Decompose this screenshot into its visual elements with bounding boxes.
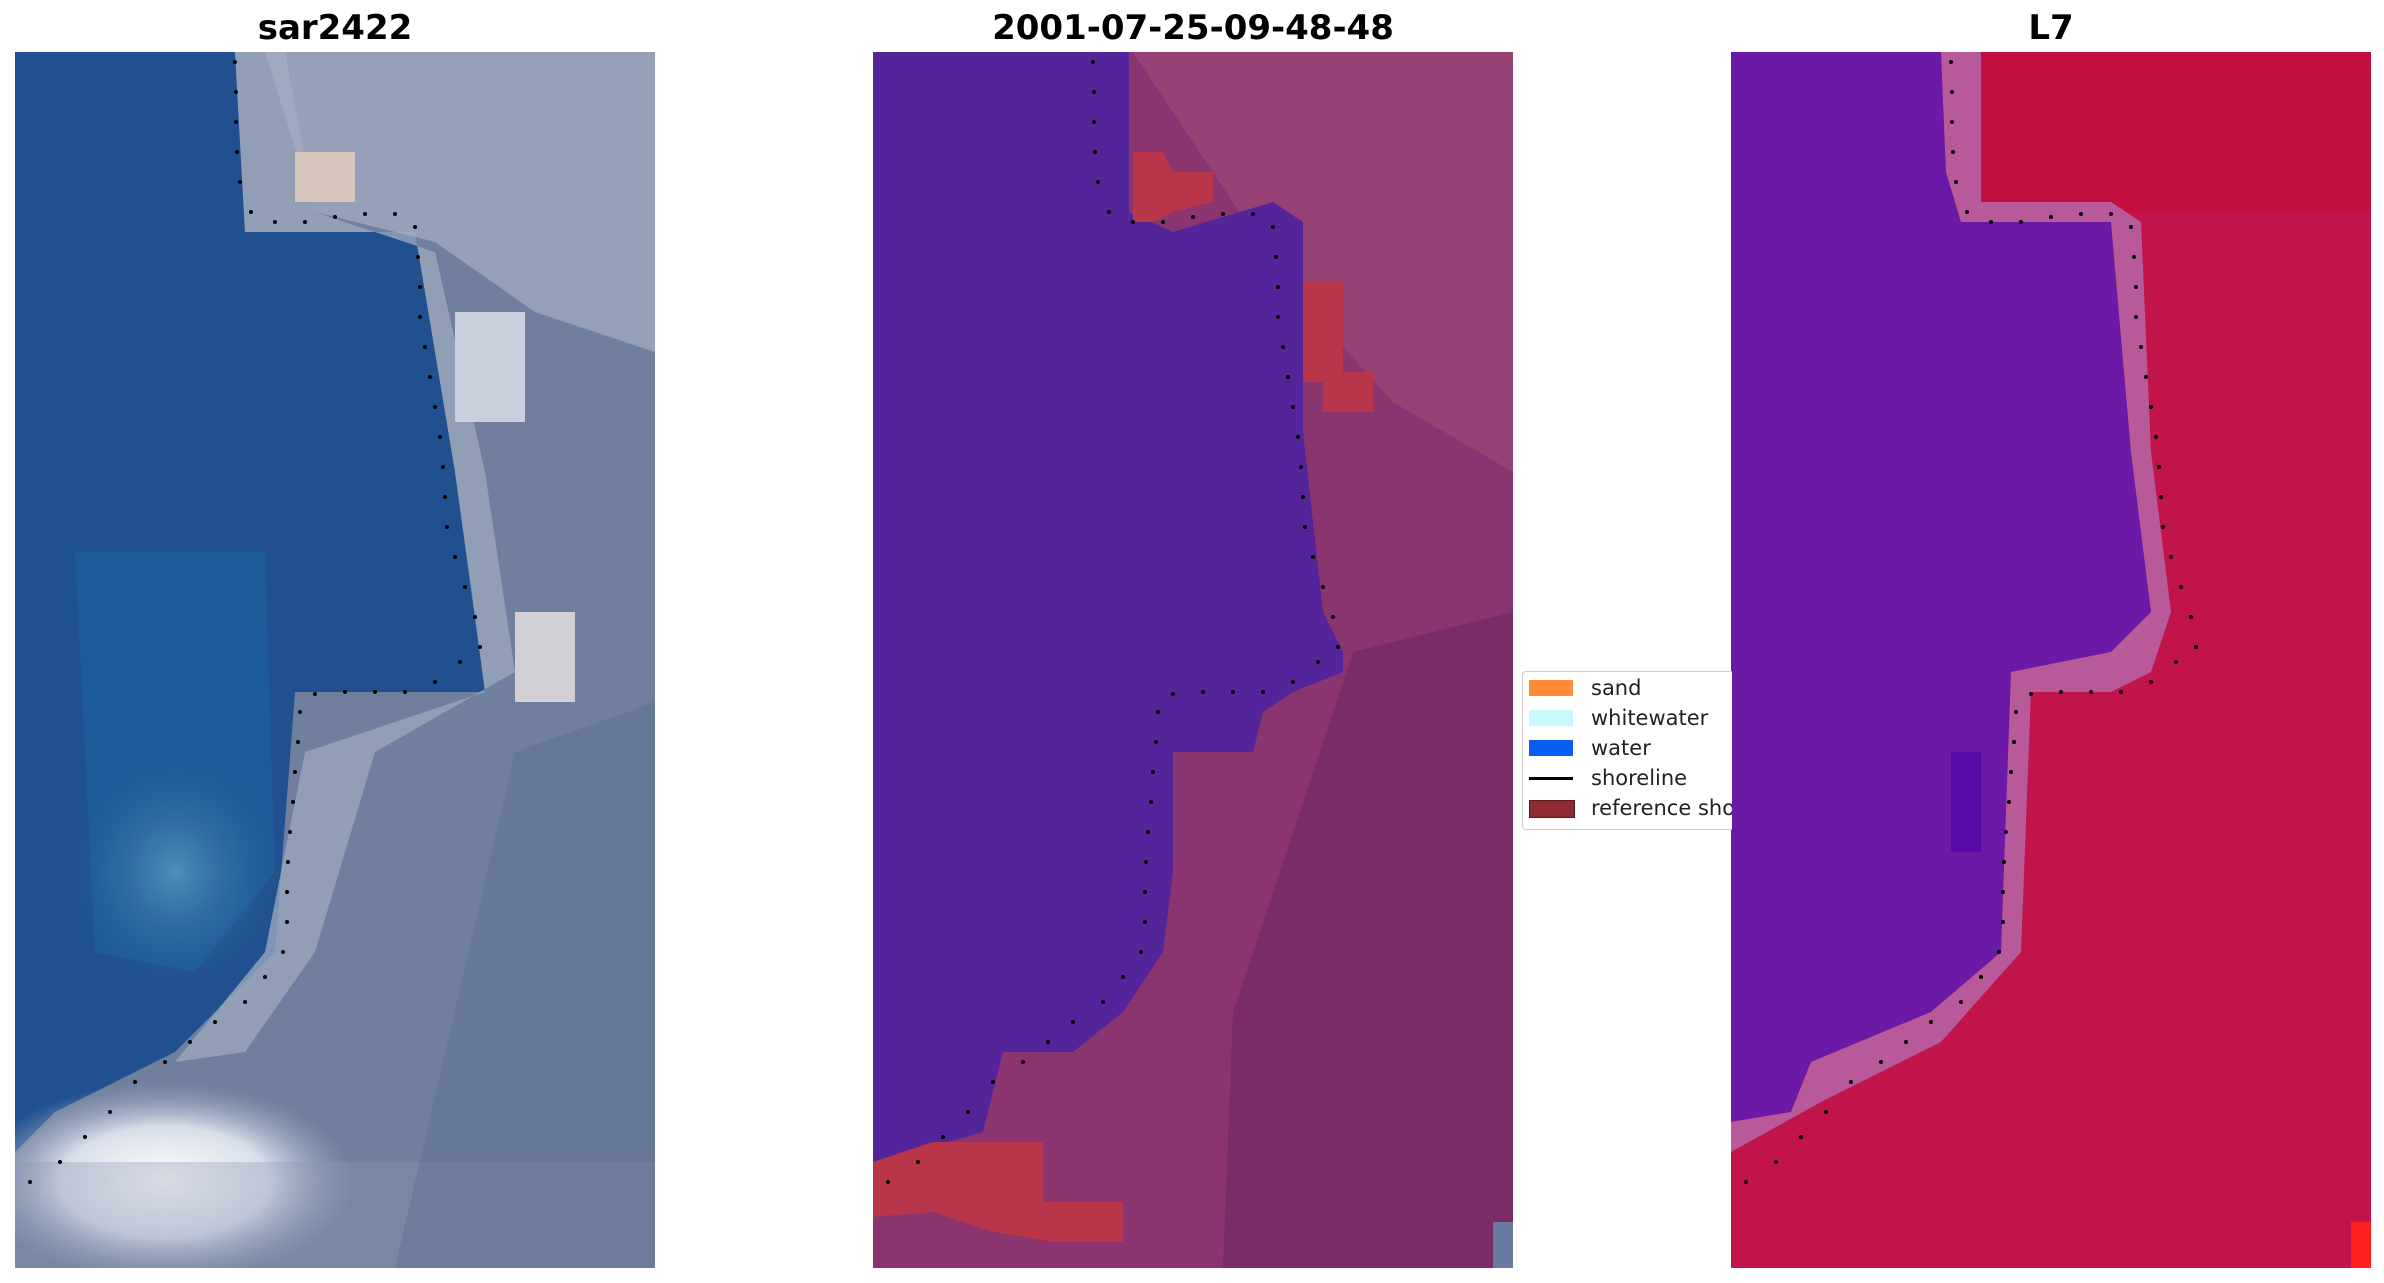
water-swatch-icon [1529, 740, 1573, 756]
rgb-image-panel [15, 52, 655, 1268]
sand-swatch-icon [1529, 680, 1573, 696]
index-image-panel [1731, 52, 2371, 1268]
legend: sand whitewater water shoreline referenc… [1522, 671, 1732, 830]
classified-image-panel [873, 52, 1513, 1268]
legend-label: water [1591, 736, 1651, 760]
shoreline-left [28, 60, 482, 1184]
index-image [1731, 52, 2371, 1268]
shoreline-line-icon [1529, 777, 1573, 780]
whitewater-swatch-icon [1529, 710, 1573, 726]
panel-title-rgb: sar2422 [257, 8, 413, 48]
panel-title-date: 2001-07-25-09-48-48 [992, 8, 1394, 48]
classified-image [873, 52, 1513, 1268]
rgb-image [15, 52, 655, 1268]
shoreline-right [1744, 60, 2198, 1184]
reference-shoreline-swatch-icon [1529, 800, 1575, 818]
shoreline-center [886, 60, 1340, 1184]
legend-label: shoreline [1591, 766, 1688, 790]
legend-label: sand [1591, 676, 1642, 700]
legend-label: whitewater [1591, 706, 1709, 730]
legend-label: reference shoreline [1591, 796, 1732, 820]
panel-title-satellite: L7 [2028, 8, 2074, 48]
